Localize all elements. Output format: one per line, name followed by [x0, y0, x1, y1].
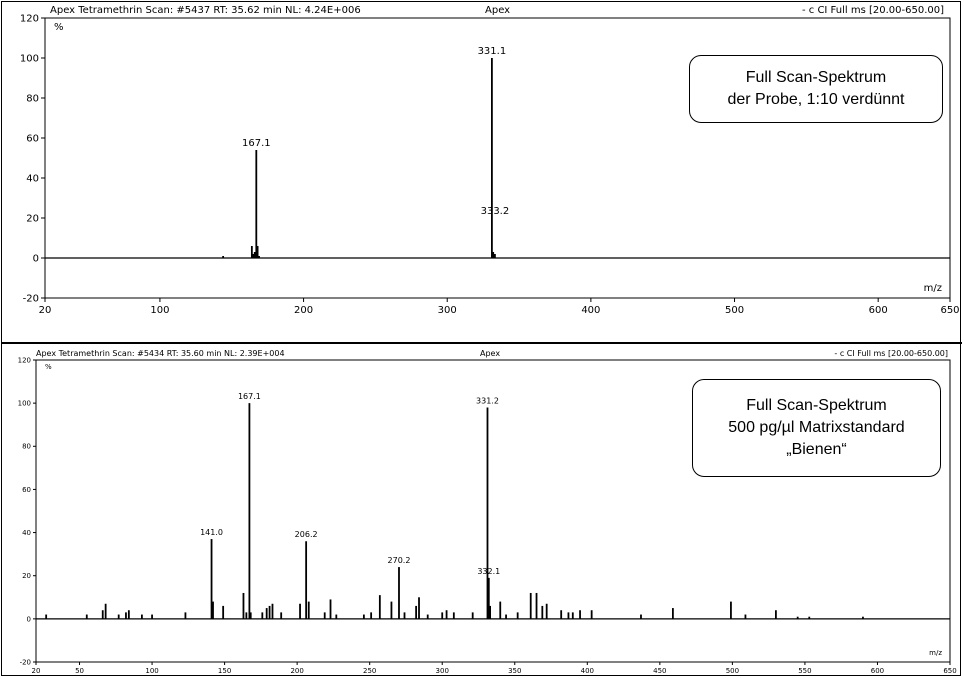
spectrum-2-header-right: - c CI Full ms [20.00-650.00] [834, 349, 948, 358]
spectrum-2-y-tick-label: 60 [22, 486, 31, 494]
spectrum-1-y-tick-label: 120 [20, 14, 39, 25]
spectrum-2-y-tick-label: 100 [18, 400, 31, 408]
spectrum-1-x-tick-label: 500 [725, 305, 744, 316]
spectrum-2-x-tick-label: 400 [581, 667, 594, 675]
spectrum-2-x-tick-label: 350 [508, 667, 521, 675]
spectrum-1-y-tick-label: 80 [26, 94, 39, 105]
spectrum-1-annotation-line: Full Scan-Spektrum [745, 69, 887, 86]
spectrum-2-y-tick-label: 0 [27, 615, 31, 623]
spectrum-1-plot-frame [44, 17, 951, 299]
spectrum-2-x-tick-label: 50 [75, 667, 84, 675]
spectrum-2-peak-label: 331.2 [476, 396, 499, 405]
spectrum-1-y-tick-label: 40 [26, 174, 39, 185]
spectrum-2-peak-label: 167.1 [238, 392, 261, 401]
spectrum-1-peak-label: 167.1 [242, 138, 271, 149]
spectrum-2-x-tick-label: 550 [798, 667, 811, 675]
spectrum-1-x-tick-label: 200 [294, 305, 313, 316]
spectrum-2-y-tick-label: -20 [20, 658, 31, 666]
spectrum-2-x-tick-label: 250 [363, 667, 376, 675]
spectrum-2-peak-label: 332.1 [477, 567, 500, 576]
spectrum-2-peak-label: 141.0 [200, 528, 223, 537]
spectrum-1-x-tick-label: 20 [39, 305, 52, 316]
spectrum-1-annotation-box: Full Scan-Spektrum der Probe, 1:10 verdü… [689, 55, 943, 123]
spectrum-2-x-tick-label: 100 [145, 667, 158, 675]
spectrum-2-header-center: Apex [480, 349, 500, 358]
spectrum-1-y-axis-label: % [54, 22, 64, 33]
spectrum-2-x-tick-label: 600 [871, 667, 884, 675]
spectrum-2-annotation-line: 500 pg/µl Matrixstandard [728, 419, 905, 436]
spectrum-2-x-tick-label: 20 [32, 667, 41, 675]
spectrum-1-y-tick-label: 100 [20, 54, 39, 65]
spectrum-1-header-center: Apex [485, 5, 510, 16]
spectrum-1-x-tick-label: 400 [581, 305, 600, 316]
spectrum-2-y-tick-label: 40 [22, 529, 31, 537]
spectrum-1-y-tick-label: -20 [23, 294, 39, 305]
spectrum-2-y-axis-label: % [45, 363, 52, 371]
spectrum-2-x-axis-label: m/z [929, 649, 942, 657]
panel-divider [1, 342, 962, 344]
spectrum-2-annotation-box: Full Scan-Spektrum 500 pg/µl Matrixstand… [692, 379, 941, 477]
spectrum-2-y-tick-label: 80 [22, 443, 31, 451]
spectrum-2-x-tick-label: 450 [653, 667, 666, 675]
spectrum-2-x-tick-label: 200 [290, 667, 303, 675]
spectrum-2-x-tick-label: 300 [436, 667, 449, 675]
spectrum-2-y-tick-label: 20 [22, 572, 31, 580]
spectrum-2-plot-frame [35, 359, 951, 663]
spectrum-1-x-tick-label: 600 [869, 305, 888, 316]
spectrum-2-x-tick-label: 650 [943, 667, 956, 675]
spectrum-1-peak-label: 331.1 [478, 46, 507, 57]
spectrum-1-y-tick-label: 20 [26, 214, 39, 225]
spectrum-1-peak-label: 333.2 [481, 206, 510, 217]
spectrum-1-annotation-line: der Probe, 1:10 verdünnt [727, 91, 905, 108]
spectrum-2-peak-label: 270.2 [388, 556, 411, 565]
spectrum-2-plot: -20 0 20 40 60 80 100 120 20 50 100 150 200 250 300 350… [18, 356, 957, 675]
spectrum-1-header-left: Apex Tetramethrin Scan: #5437 RT: 35.62 … [50, 5, 361, 16]
spectrum-2-peak-label: 206.2 [295, 530, 318, 539]
spectrum-2-annotation-line: Full Scan-Spektrum [746, 397, 887, 414]
spectrum-2-header-left: Apex Tetramethrin Scan: #5434 RT: 35.60 … [36, 349, 285, 358]
spectrum-1-x-tick-label: 300 [438, 305, 457, 316]
spectrum-2-annotation-line: „Bienen“ [786, 441, 847, 458]
spectrum-1-header-right: - c CI Full ms [20.00-650.00] [802, 5, 944, 16]
spectrum-2-x-tick-label: 150 [218, 667, 231, 675]
spectrum-2-y-tick-label: 120 [18, 356, 31, 364]
spectrum-1-plot: -20 0 20 40 60 80 100 120 20 100 200 300 400 500 600 65… [20, 14, 960, 317]
spectrum-2-x-tick-label: 500 [726, 667, 739, 675]
spectrum-1-x-tick-label: 650 [940, 305, 959, 316]
spectrum-1-y-tick-label: 0 [33, 254, 39, 265]
spectrum-1-x-axis-label: m/z [924, 283, 942, 294]
spectrum-1-x-tick-label: 100 [150, 305, 169, 316]
spectrum-1-y-tick-label: 60 [26, 134, 39, 145]
